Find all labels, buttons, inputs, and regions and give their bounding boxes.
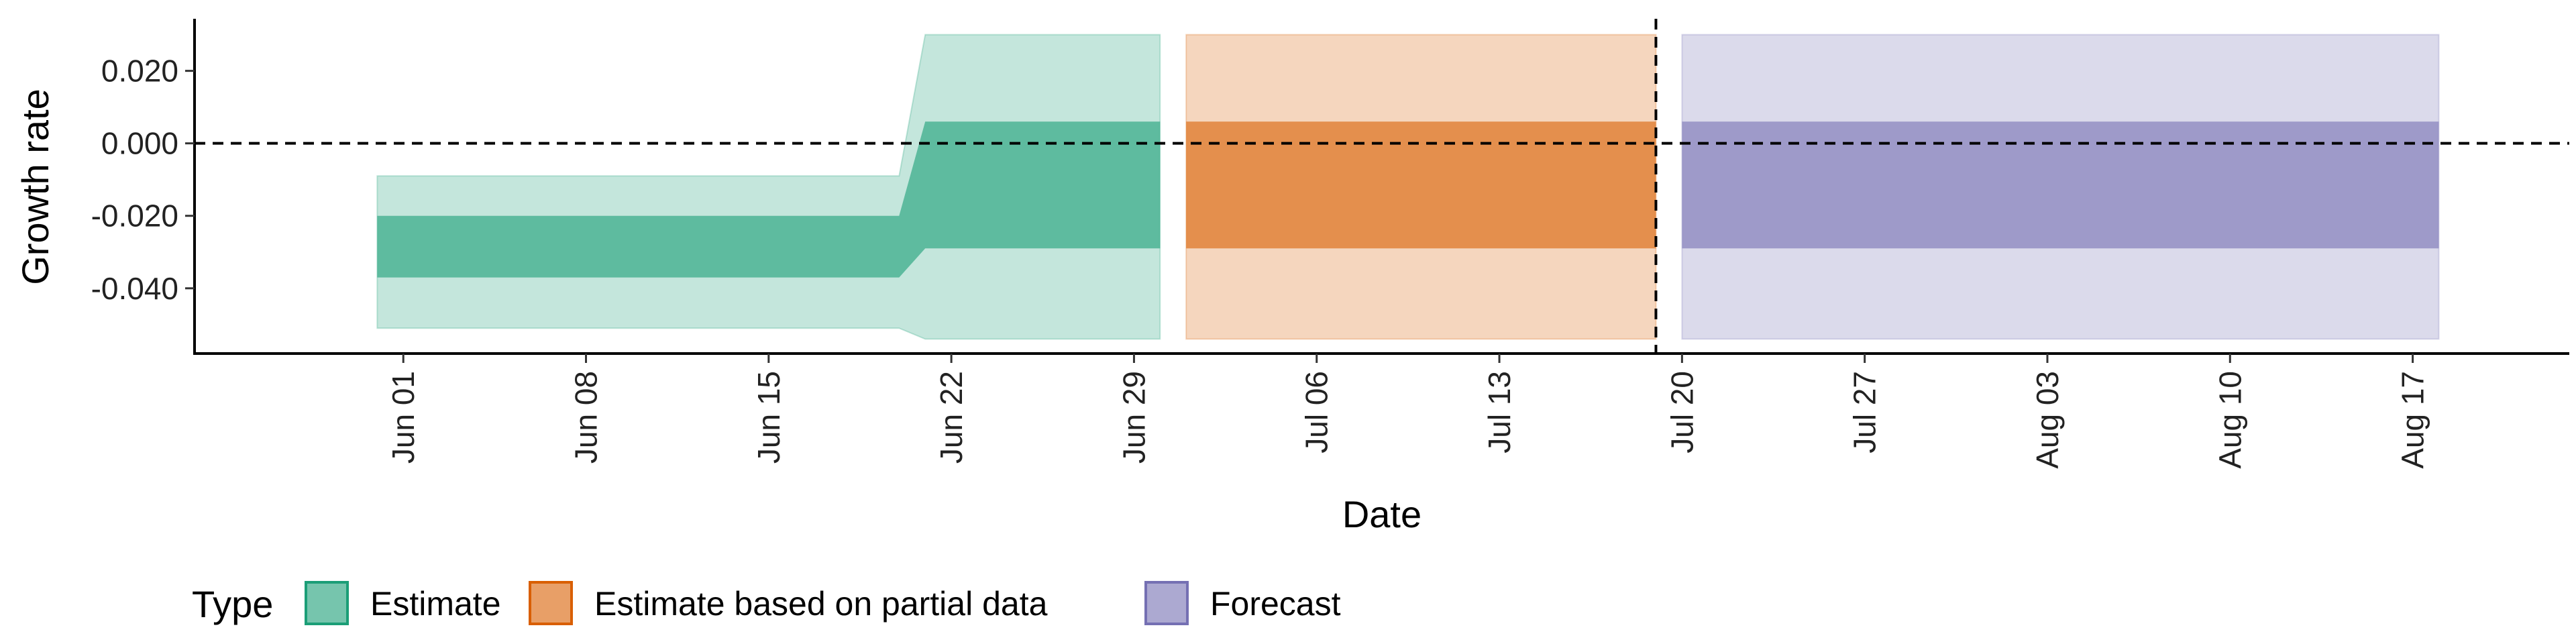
band-inner-forecast [1682,121,2439,249]
band-inner-estimate [377,121,1161,278]
x-tick-label: Aug 17 [2396,371,2430,469]
legend-title: Type [192,583,273,625]
legend-key-swatch [305,581,349,625]
legend: Type Estimate Estimate based on partial d… [192,581,1341,625]
axes: 0.020 0.000 -0.020 -0.040 Jun 01 Jun 08 Jun 15… [91,19,2569,469]
legend-entry-label: Estimate [370,585,501,623]
x-tick-label: Jul 06 [1299,371,1334,453]
x-tick-label: Aug 10 [2212,371,2247,469]
band-layer [376,34,2440,340]
legend-key-swatch [1144,581,1189,625]
legend-entry-label: Forecast [1210,585,1341,623]
y-tick-label: 0.000 [101,126,178,161]
y-tick-label: 0.020 [101,54,178,89]
band-inner-estimate-based-on-partial-data [1186,121,1656,249]
y-tick-label: -0.040 [91,271,178,306]
x-tick-label: Jun 08 [569,371,604,464]
x-tick-label: Jul 13 [1482,371,1517,453]
x-tick-label: Aug 03 [2030,371,2065,469]
legend-key-swatch [529,581,573,625]
x-tick-label: Jun 01 [386,371,421,464]
x-tick-label: Jul 27 [1847,371,1882,453]
reference-lines [195,19,2569,354]
x-tick-label: Jun 22 [934,371,969,464]
x-axis-title: Date [1342,493,1421,535]
legend-entry-label: Estimate based on partial data [594,585,1048,623]
x-tick-label: Jun 15 [751,371,786,464]
x-tick-label: Jun 29 [1116,371,1151,464]
y-axis-title: Growth rate [14,89,56,285]
y-tick-label: -0.020 [91,199,178,233]
x-tick-label: Jul 20 [1664,371,1699,453]
